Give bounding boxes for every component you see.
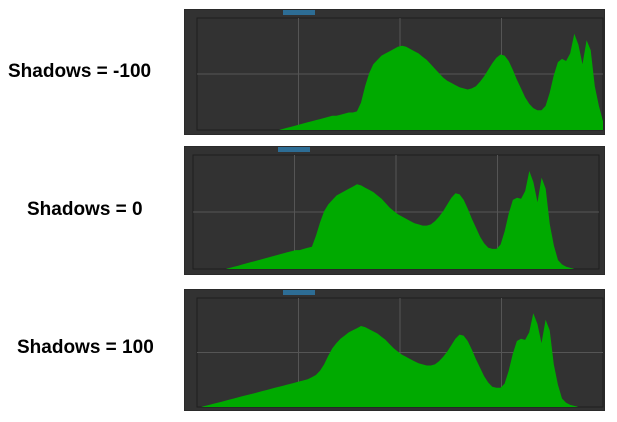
shadows-label: Shadows = 100 bbox=[17, 337, 154, 358]
slider-handle[interactable] bbox=[278, 147, 310, 152]
slider-handle[interactable] bbox=[283, 10, 315, 15]
histogram-panel bbox=[184, 9, 605, 135]
histogram-chart bbox=[196, 290, 604, 408]
histogram-chart bbox=[192, 147, 600, 270]
histogram-area bbox=[193, 171, 599, 269]
shadows-label: Shadows = -100 bbox=[8, 61, 152, 82]
slider-handle[interactable] bbox=[283, 290, 315, 295]
histogram-chart bbox=[196, 10, 604, 131]
histogram-panel bbox=[184, 146, 605, 275]
histogram-area bbox=[197, 313, 603, 407]
histogram-panel bbox=[184, 289, 605, 411]
shadows-label: Shadows = 0 bbox=[27, 199, 143, 220]
histogram-area bbox=[197, 33, 603, 131]
